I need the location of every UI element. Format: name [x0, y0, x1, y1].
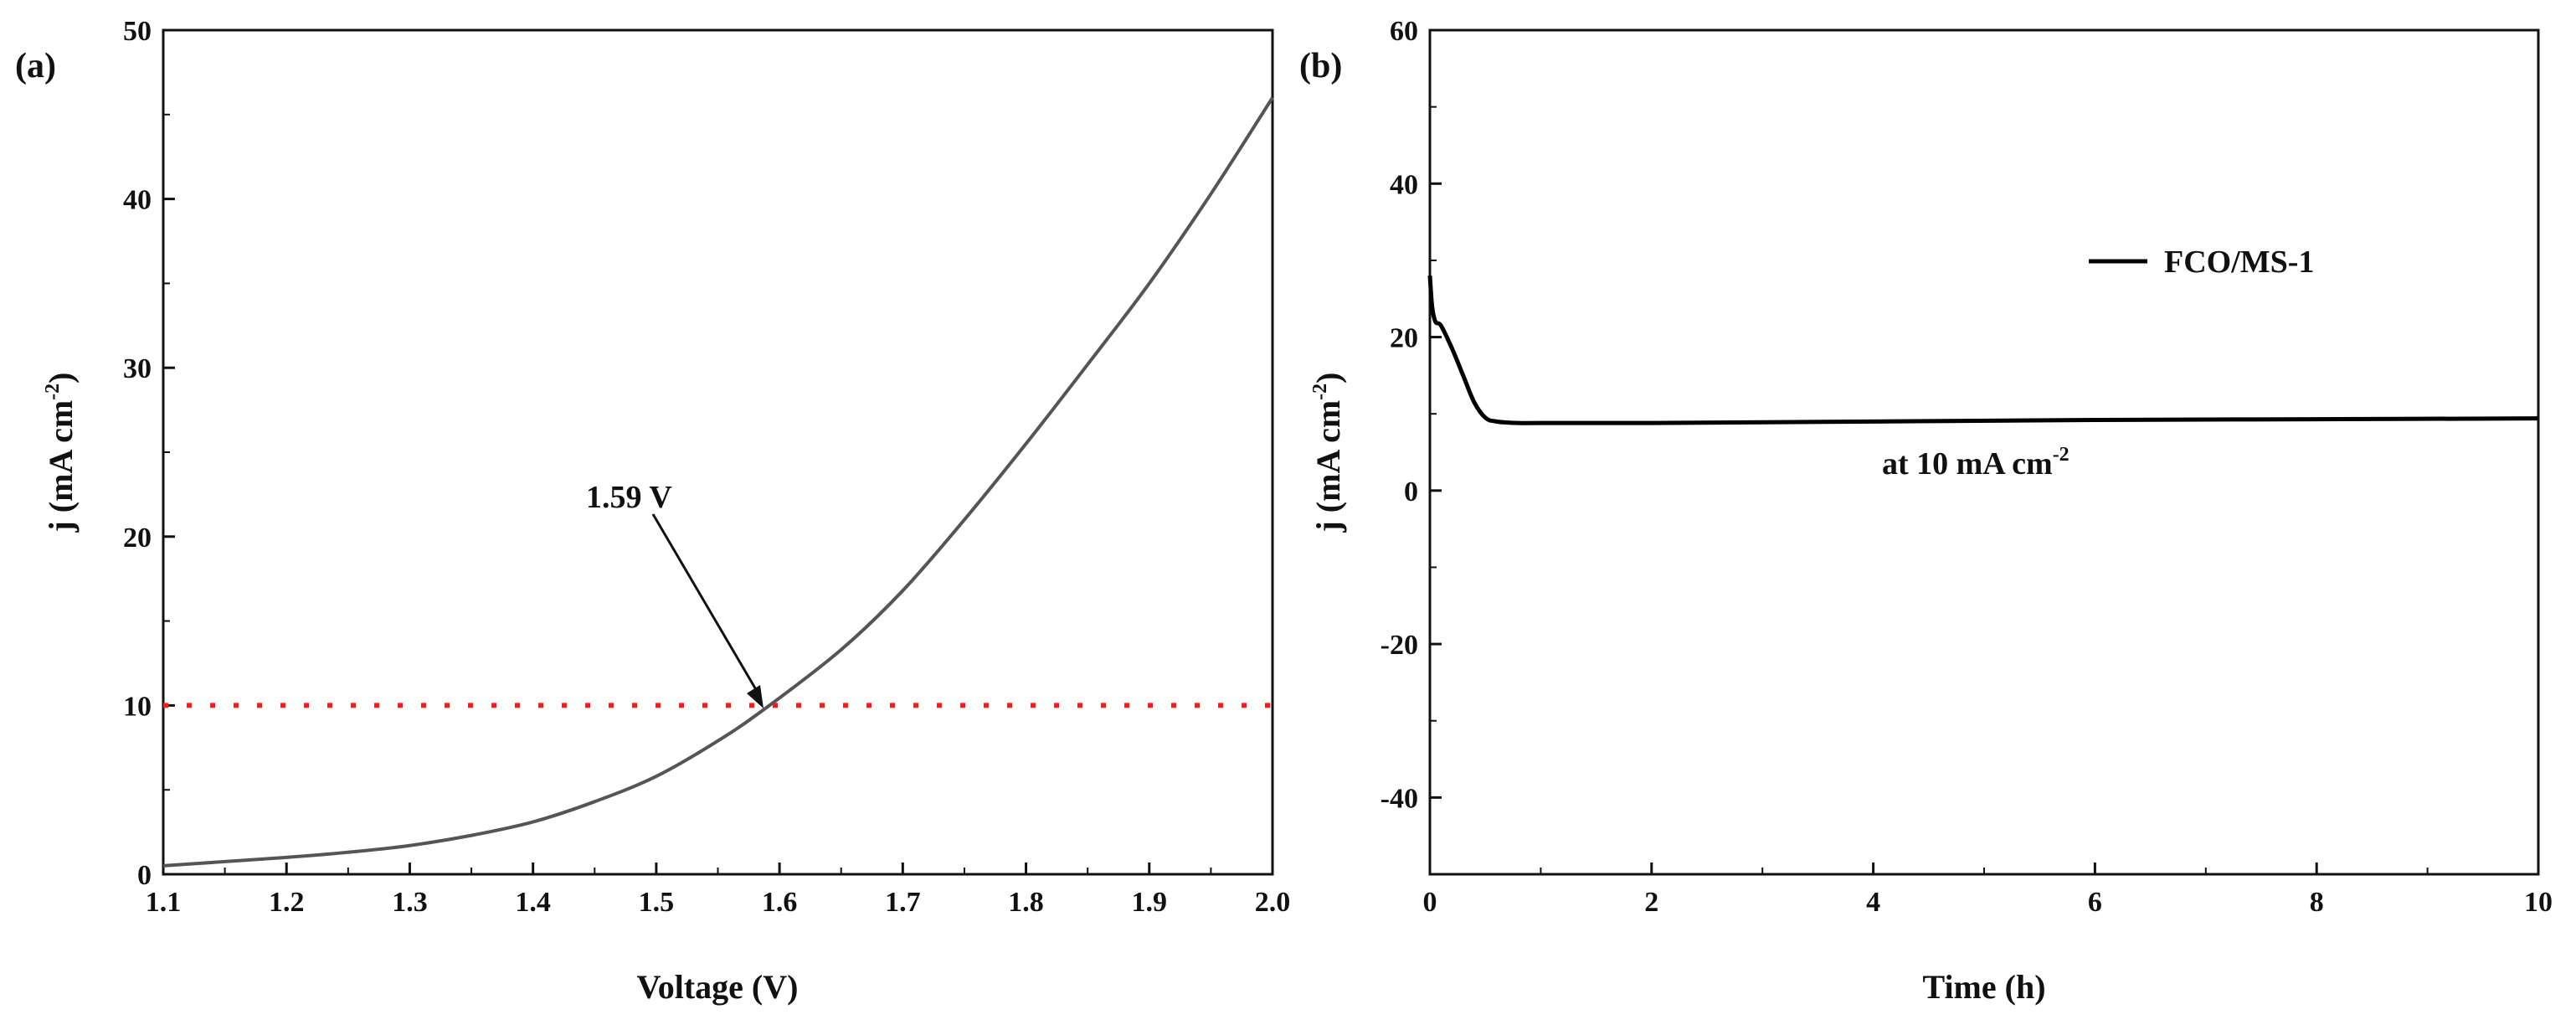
panel-a-x-tick-label: 1.1: [146, 887, 182, 918]
panel-a-x-tick-label: 1.8: [1008, 887, 1044, 918]
panel-a-label: (a): [15, 47, 56, 85]
panel-a-y-tick-label: 50: [123, 16, 152, 47]
panel-b-x-ticks: 0 2 4 6 8 10: [1423, 863, 2553, 918]
panel-a-x-tick-label: 1.7: [885, 887, 921, 918]
panel-a-y-axis-title-end: ): [42, 372, 80, 383]
panel-b-y-axis-title: j (mA cm-2): [1309, 372, 1347, 533]
panel-b-y-tick-label: -20: [1381, 630, 1418, 661]
panel-a-y-tick-label: 40: [123, 185, 152, 216]
panel-b-x-tick-label: 6: [2088, 887, 2102, 918]
panel-a-y-axis-title: j (mA cm-2): [42, 372, 80, 533]
panel-a-x-tick-label: 2.0: [1255, 887, 1291, 918]
panel-a-x-tick-label: 1.2: [269, 887, 305, 918]
panel-a-annotation-arrow-head: [747, 685, 764, 708]
panel-a-y-tick-label: 0: [137, 860, 152, 891]
panel-b-x-tick-label: 8: [2310, 887, 2324, 918]
panel-b-annotation-sup: -2: [2053, 444, 2070, 466]
panel-b-legend-entry: FCO/MS-1: [2164, 245, 2314, 280]
panel-a-y-tick-label: 10: [123, 691, 152, 722]
panel-b-y-tick-label: -40: [1381, 783, 1418, 814]
panel-b-label: (b): [1299, 47, 1342, 85]
panel-b-x-tick-label: 2: [1644, 887, 1658, 918]
panel-a-x-tick-label: 1.9: [1132, 887, 1168, 918]
panel-a-plot-frame: [162, 28, 1274, 876]
panel-b-y-axis-title-end: ): [1309, 372, 1347, 383]
panel-b-y-tick-label: 40: [1390, 169, 1418, 200]
panel-b-y-tick-label: 0: [1404, 476, 1418, 507]
panel-a-annotation: 1.59 V: [586, 480, 764, 708]
panel-b-chart: (b) 0 2 4 6 8 10 -40 -20 0 20 40 60 FCO/MS-1 at 10…: [1299, 16, 2553, 1006]
panel-a-x-axis-title: Voltage (V): [637, 968, 799, 1006]
panel-b-y-ticks: -40 -20 0 20 40 60: [1381, 16, 1442, 814]
panel-b-y-axis-title-main: j (mA cm: [1309, 400, 1347, 533]
panel-b-x-axis-title: Time (h): [1922, 968, 2045, 1006]
panel-b-y-axis-title-sup: -2: [1309, 384, 1331, 400]
panel-b-series-line: [1427, 276, 2539, 425]
panel-a-y-axis-title-sup: -2: [42, 384, 64, 400]
panel-b-series: [1427, 276, 2539, 425]
panel-a-x-tick-label: 1.4: [515, 887, 551, 918]
panel-a-series-line: [162, 96, 1274, 868]
panel-a-x-ticks: 1.1 1.2 1.3 1.4 1.5 1.6 1.7 1.8 1.9 2.0: [146, 863, 1291, 918]
panel-a-series: [162, 96, 1274, 868]
panel-a-x-tick-label: 1.3: [392, 887, 428, 918]
panel-a-x-tick-label: 1.5: [639, 887, 675, 918]
panel-a-x-tick-label: 1.6: [762, 887, 798, 918]
panel-a-y-ticks: 0 10 20 30 40 50: [123, 16, 175, 891]
panel-a-y-tick-label: 30: [123, 353, 152, 384]
panel-a-annotation-arrow-shaft: [651, 513, 762, 698]
panel-b-x-tick-label: 0: [1423, 887, 1437, 918]
panel-a-y-tick-label: 20: [123, 523, 152, 554]
panel-b-annotation-text: at 10 mA cm-2: [1882, 444, 2070, 482]
panel-b-x-tick-label: 10: [2524, 887, 2553, 918]
panel-a-annotation-text: 1.59 V: [586, 480, 672, 515]
panel-b-legend: FCO/MS-1: [2089, 245, 2314, 280]
panel-a-chart: (a) 1.1 1.2 1.3 1.4 1.5 1.6 1.7 1.8 1.9 2.0 0 10 20…: [15, 16, 1290, 1006]
panel-b-y-tick-label: 60: [1390, 16, 1418, 47]
panel-b-x-tick-label: 4: [1866, 887, 1880, 918]
panel-a-y-axis-title-main: j (mA cm: [42, 400, 80, 533]
panel-b-annotation-main: at 10 mA cm: [1882, 446, 2053, 482]
panel-b-y-tick-label: 20: [1390, 323, 1418, 354]
